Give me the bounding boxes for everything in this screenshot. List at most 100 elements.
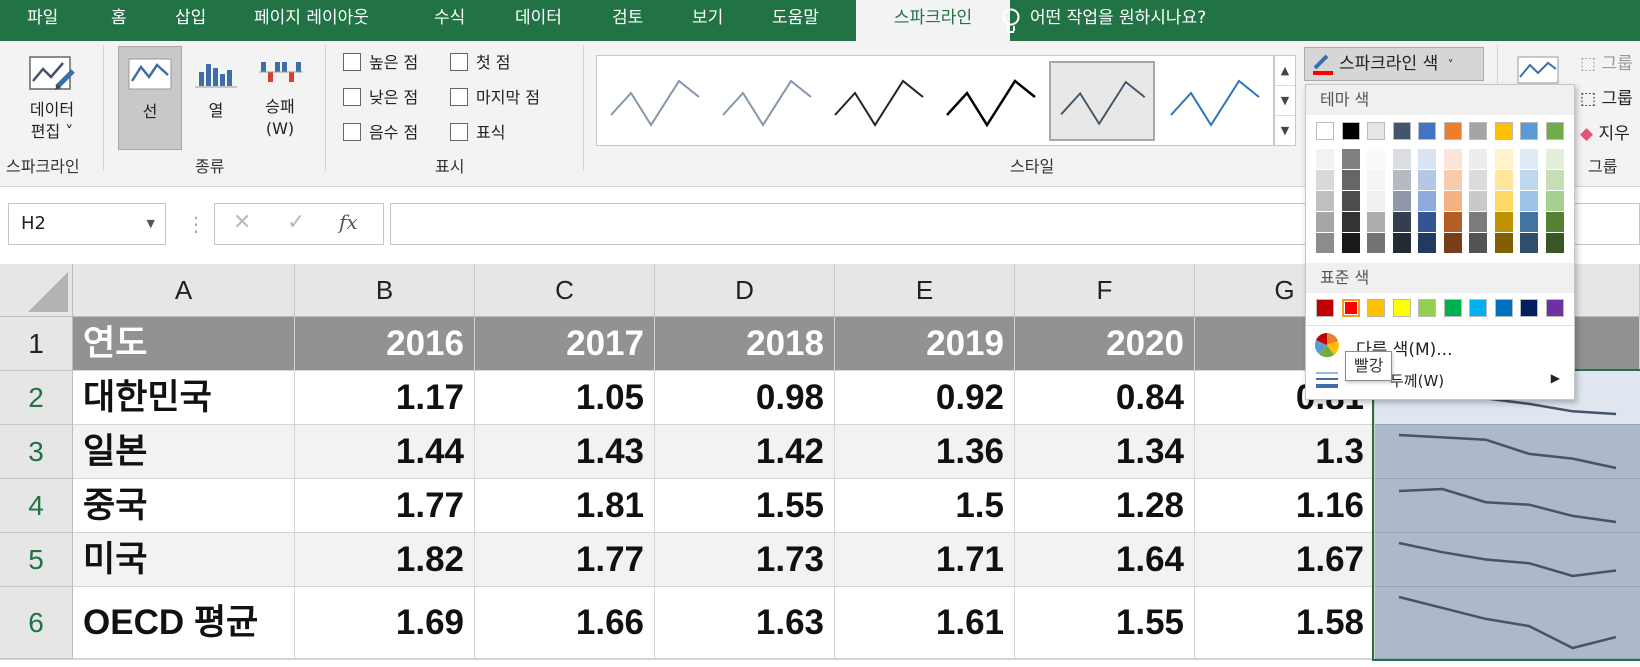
- standard-color-swatch[interactable]: [1341, 299, 1360, 317]
- theme-shade-swatch[interactable]: [1469, 149, 1487, 169]
- theme-shade-swatch[interactable]: [1545, 191, 1564, 211]
- theme-shade-swatch[interactable]: [1316, 233, 1334, 253]
- theme-color-swatch[interactable]: [1418, 122, 1436, 140]
- value-cell[interactable]: 1.66: [475, 587, 655, 659]
- theme-shade-swatch[interactable]: [1341, 233, 1360, 253]
- tab-home[interactable]: 홈: [111, 8, 127, 28]
- value-cell[interactable]: 1.81: [475, 479, 655, 533]
- theme-shade-swatch[interactable]: [1545, 212, 1564, 232]
- type-winloss-button[interactable]: 승패 (W): [250, 46, 310, 150]
- standard-color-swatch[interactable]: [1392, 299, 1411, 317]
- value-cell[interactable]: 1.44: [295, 425, 475, 479]
- theme-shade-swatch[interactable]: [1418, 212, 1436, 232]
- value-cell[interactable]: 1.73: [655, 533, 835, 587]
- theme-shade-swatch[interactable]: [1520, 233, 1538, 253]
- drag-handle-icon[interactable]: ⋮: [186, 212, 206, 236]
- value-cell[interactable]: 1.77: [475, 533, 655, 587]
- theme-shade-swatch[interactable]: [1341, 149, 1360, 169]
- theme-shade-swatch[interactable]: [1443, 212, 1462, 232]
- header-cell[interactable]: 2018: [655, 317, 835, 371]
- tab-data[interactable]: 데이터: [515, 8, 562, 28]
- value-cell[interactable]: 1.28: [1015, 479, 1195, 533]
- standard-color-swatch[interactable]: [1545, 299, 1564, 317]
- theme-shade-swatch[interactable]: [1418, 149, 1436, 169]
- theme-shade-swatch[interactable]: [1545, 233, 1564, 253]
- column-header-e[interactable]: E: [835, 264, 1015, 317]
- theme-shade-swatch[interactable]: [1520, 170, 1538, 190]
- theme-shade-swatch[interactable]: [1367, 212, 1385, 232]
- style-option-2[interactable]: [713, 61, 819, 141]
- theme-shade-swatch[interactable]: [1469, 170, 1487, 190]
- country-cell[interactable]: 대한민국: [73, 371, 295, 425]
- value-cell[interactable]: 1.42: [655, 425, 835, 479]
- theme-shade-swatch[interactable]: [1316, 149, 1334, 169]
- low-point-checkbox[interactable]: 낮은 점: [343, 87, 418, 111]
- style-option-1[interactable]: [601, 61, 707, 141]
- theme-shade-swatch[interactable]: [1520, 191, 1538, 211]
- first-point-checkbox[interactable]: 첫 점: [450, 52, 511, 76]
- country-cell[interactable]: 중국: [73, 479, 295, 533]
- value-cell[interactable]: 0.98: [655, 371, 835, 425]
- theme-shade-swatch[interactable]: [1367, 191, 1385, 211]
- theme-shade-swatch[interactable]: [1469, 191, 1487, 211]
- type-column-button[interactable]: 열: [186, 46, 246, 150]
- column-header-f[interactable]: F: [1015, 264, 1195, 317]
- theme-shade-swatch[interactable]: [1443, 233, 1462, 253]
- gallery-more-icon[interactable]: ▼: [1280, 124, 1290, 137]
- standard-color-swatch[interactable]: [1316, 299, 1334, 317]
- style-option-5-selected[interactable]: [1049, 61, 1155, 141]
- theme-color-swatch[interactable]: [1469, 122, 1487, 140]
- theme-shade-swatch[interactable]: [1341, 212, 1360, 232]
- chevron-down-icon[interactable]: ▼: [1275, 86, 1295, 116]
- theme-shade-swatch[interactable]: [1469, 212, 1487, 232]
- theme-shade-swatch[interactable]: [1418, 233, 1436, 253]
- column-header-a[interactable]: A: [73, 264, 295, 317]
- theme-shade-swatch[interactable]: [1469, 233, 1487, 253]
- tab-insert[interactable]: 삽입: [175, 8, 207, 28]
- theme-color-swatch[interactable]: [1494, 122, 1513, 140]
- country-cell[interactable]: 일본: [73, 425, 295, 479]
- value-cell[interactable]: 0.92: [835, 371, 1015, 425]
- theme-shade-swatch[interactable]: [1367, 149, 1385, 169]
- theme-color-swatch[interactable]: [1545, 122, 1564, 140]
- group-button-disabled[interactable]: ⬚ 그룹: [1580, 54, 1633, 74]
- theme-shade-swatch[interactable]: [1418, 170, 1436, 190]
- value-cell[interactable]: 1.82: [295, 533, 475, 587]
- theme-color-swatch[interactable]: [1392, 122, 1411, 140]
- tab-sparkline[interactable]: 스파크라인: [856, 0, 1010, 41]
- theme-shade-swatch[interactable]: [1392, 212, 1411, 232]
- column-header-b[interactable]: B: [295, 264, 475, 317]
- row-header-6[interactable]: 6: [0, 587, 73, 659]
- theme-color-swatch[interactable]: [1316, 122, 1334, 140]
- style-option-3[interactable]: [825, 61, 931, 141]
- sparkline-color-button[interactable]: 스파크라인 색 ˅: [1304, 47, 1484, 81]
- theme-shade-swatch[interactable]: [1316, 191, 1334, 211]
- edit-data-button[interactable]: 데이터 편집 ˅: [8, 49, 96, 149]
- theme-color-swatch[interactable]: [1341, 122, 1360, 140]
- row-header-2[interactable]: 2: [0, 371, 73, 425]
- style-option-6[interactable]: [1161, 61, 1267, 141]
- row-header-5[interactable]: 5: [0, 533, 73, 587]
- value-cell[interactable]: 1.55: [1015, 587, 1195, 659]
- weight-item[interactable]: 두께(W): [1390, 372, 1445, 390]
- standard-color-swatch[interactable]: [1367, 299, 1385, 317]
- country-cell[interactable]: 미국: [73, 533, 295, 587]
- value-cell[interactable]: 1.3: [1195, 425, 1375, 479]
- theme-shade-swatch[interactable]: [1392, 191, 1411, 211]
- select-all-button[interactable]: [0, 264, 73, 317]
- sparkline-cell[interactable]: [1375, 425, 1640, 479]
- standard-color-swatch[interactable]: [1418, 299, 1436, 317]
- value-cell[interactable]: 1.63: [655, 587, 835, 659]
- value-cell[interactable]: 1.16: [1195, 479, 1375, 533]
- value-cell[interactable]: 1.17: [295, 371, 475, 425]
- tab-view[interactable]: 보기: [692, 8, 724, 28]
- theme-shade-swatch[interactable]: [1443, 170, 1462, 190]
- header-cell[interactable]: 2019: [835, 317, 1015, 371]
- theme-shade-swatch[interactable]: [1494, 233, 1513, 253]
- theme-shade-swatch[interactable]: [1494, 170, 1513, 190]
- theme-shade-swatch[interactable]: [1494, 149, 1513, 169]
- header-cell[interactable]: 2017: [475, 317, 655, 371]
- row-header-1[interactable]: 1: [0, 317, 73, 371]
- theme-shade-swatch[interactable]: [1494, 191, 1513, 211]
- theme-shade-swatch[interactable]: [1392, 149, 1411, 169]
